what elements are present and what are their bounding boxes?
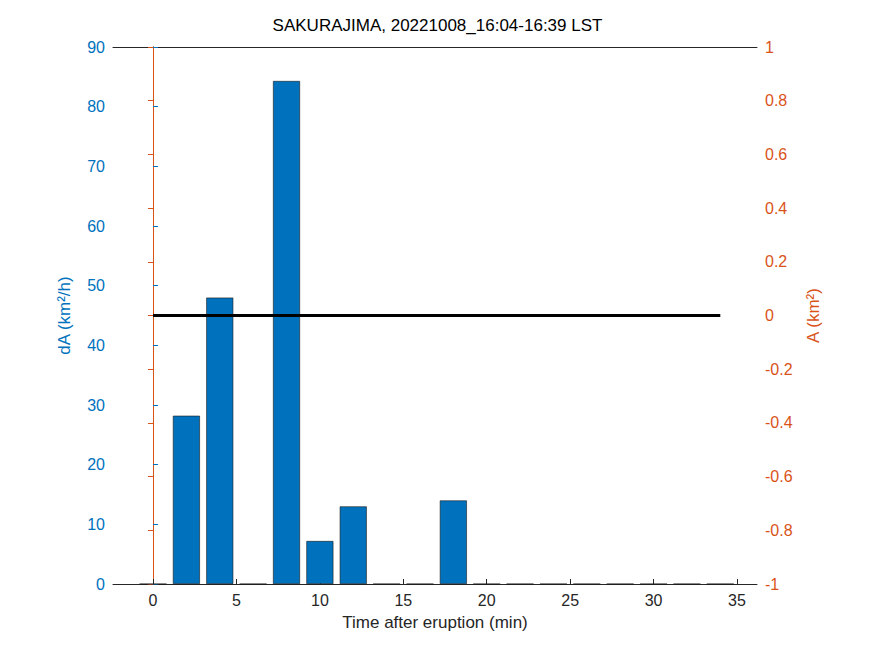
svg-text:-0.6: -0.6 <box>765 468 793 485</box>
svg-text:Time after eruption (min): Time after eruption (min) <box>342 613 527 632</box>
svg-text:70: 70 <box>87 158 105 175</box>
svg-text:10: 10 <box>87 516 105 533</box>
svg-text:35: 35 <box>728 592 746 609</box>
svg-text:20: 20 <box>87 456 105 473</box>
svg-text:60: 60 <box>87 218 105 235</box>
svg-text:50: 50 <box>87 277 105 294</box>
svg-text:-0.4: -0.4 <box>765 414 793 431</box>
svg-text:5: 5 <box>232 592 241 609</box>
svg-text:30: 30 <box>645 592 663 609</box>
svg-text:-0.2: -0.2 <box>765 361 793 378</box>
svg-text:0.2: 0.2 <box>765 253 787 270</box>
svg-text:30: 30 <box>87 397 105 414</box>
svg-text:20: 20 <box>478 592 496 609</box>
svg-text:A (km²): A (km²) <box>804 288 823 343</box>
svg-text:dA (km²/h): dA (km²/h) <box>55 276 74 354</box>
svg-text:90: 90 <box>87 39 105 56</box>
svg-text:0: 0 <box>149 592 158 609</box>
svg-text:0: 0 <box>96 576 105 593</box>
svg-text:0: 0 <box>765 307 774 324</box>
svg-text:1: 1 <box>765 39 774 56</box>
svg-text:0.4: 0.4 <box>765 200 787 217</box>
svg-text:15: 15 <box>394 592 412 609</box>
svg-text:25: 25 <box>561 592 579 609</box>
svg-text:0.6: 0.6 <box>765 146 787 163</box>
svg-text:40: 40 <box>87 337 105 354</box>
svg-text:0.8: 0.8 <box>765 92 787 109</box>
svg-text:SAKURAJIMA, 20221008_16:04-16:: SAKURAJIMA, 20221008_16:04-16:39 LST <box>273 16 603 35</box>
svg-text:80: 80 <box>87 98 105 115</box>
svg-text:-0.8: -0.8 <box>765 522 793 539</box>
svg-text:10: 10 <box>311 592 329 609</box>
svg-text:-1: -1 <box>765 576 779 593</box>
